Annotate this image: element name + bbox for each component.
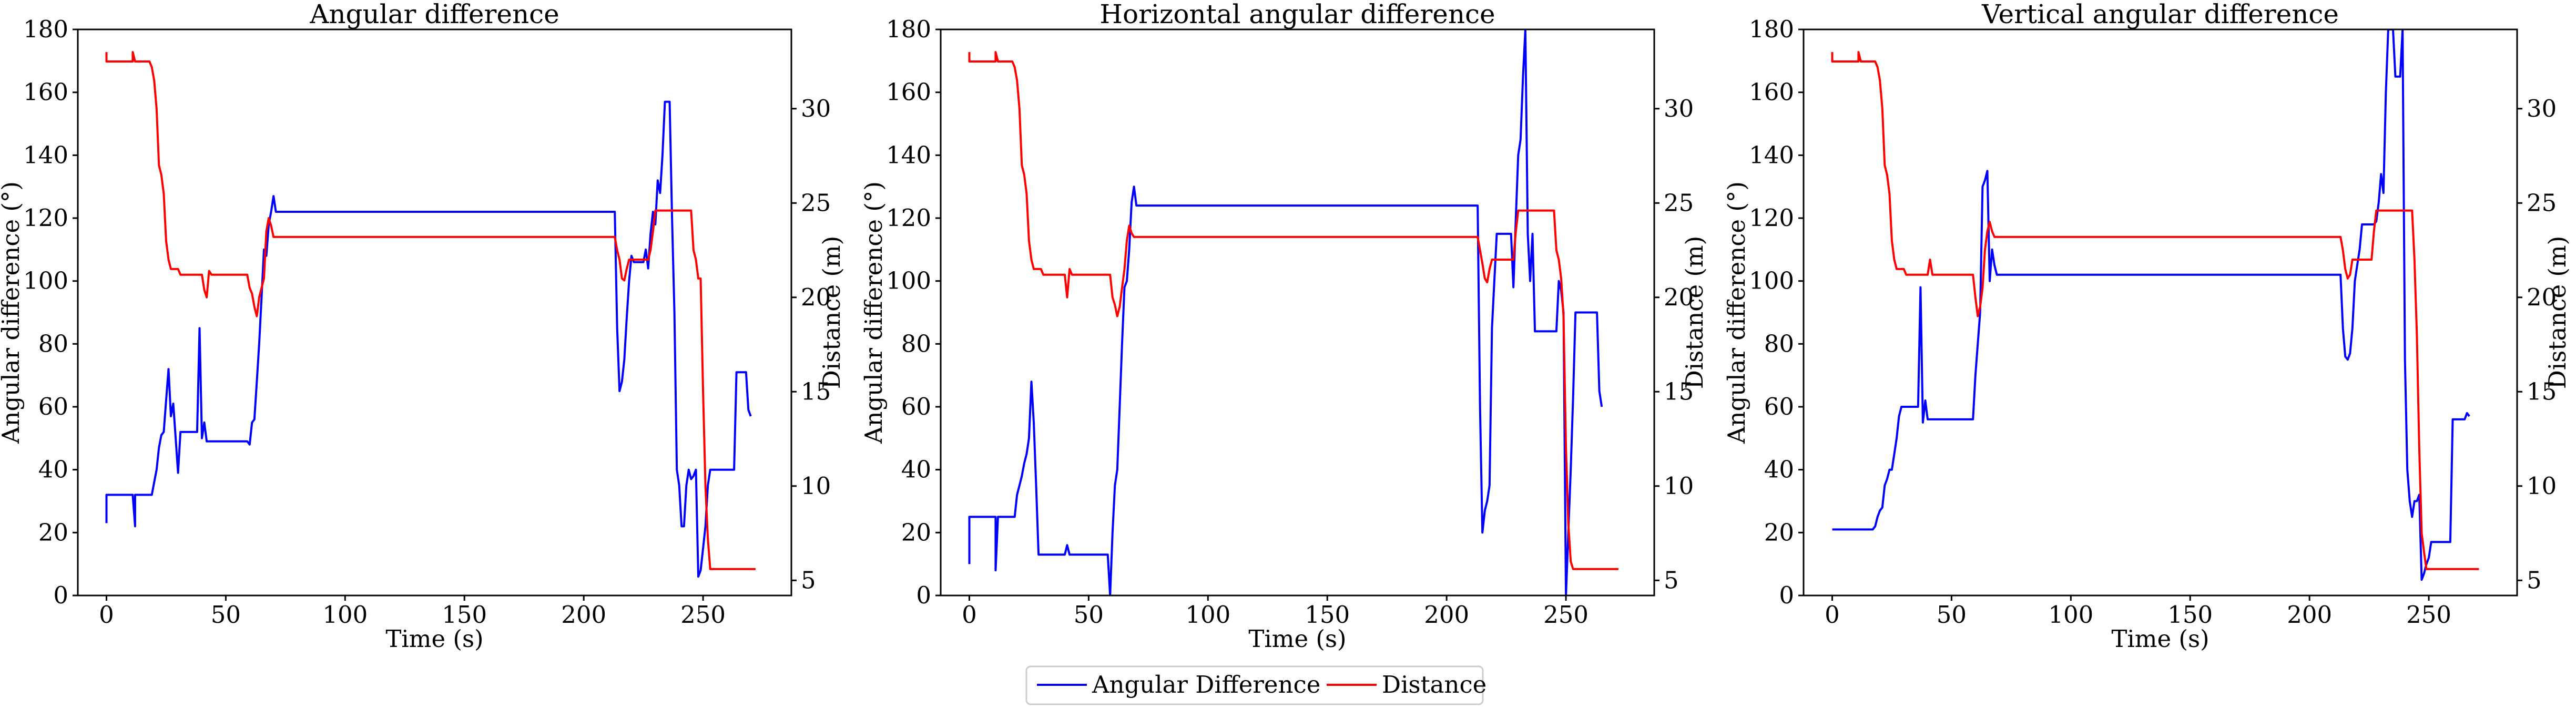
chart-1-x-tick-label: 250 <box>680 601 726 629</box>
chart-3-y-axis-label: Angular difference (°) <box>1723 181 1750 444</box>
chart-1-x-tick-label: 100 <box>322 601 368 629</box>
chart-3-y2-tick-label: 10 <box>2527 472 2557 500</box>
chart-2-x-tick-label: 150 <box>1305 601 1350 629</box>
legend-label-angular-difference: Angular Difference <box>1092 671 1320 698</box>
chart-3-y2-axis-label: Distance (m) <box>2543 236 2571 389</box>
chart-1-y-tick-label: 20 <box>38 518 68 546</box>
chart-1-plot-frame <box>77 28 792 597</box>
chart-3-x-tick-label: 200 <box>2287 601 2332 629</box>
chart-2-y-tick-label: 120 <box>886 204 931 232</box>
chart-1-y2-tick-label: 20 <box>801 283 831 311</box>
chart-2-plot-frame <box>940 28 1655 597</box>
chart-2-y-tick-label: 20 <box>901 518 931 546</box>
chart-3-x-tick-label: 0 <box>1825 601 1840 629</box>
chart-2-x-tick-label: 250 <box>1543 601 1589 629</box>
chart-3-y2-tick-label: 25 <box>2527 189 2557 217</box>
chart-2-x-tick-label: 50 <box>1074 601 1104 629</box>
chart-1-y2-tick-label: 25 <box>801 189 831 217</box>
chart-3-y2-tick-label: 5 <box>2527 566 2542 594</box>
chart-2-y-tick-label: 40 <box>901 456 931 484</box>
chart-2-y2-tick-label: 5 <box>1664 566 1679 594</box>
chart-1-y-tick-label: 100 <box>23 267 68 295</box>
chart-3-series-distance-line <box>1831 51 2479 570</box>
chart-1: Angular difference 0 50 100 150 200 250 0 20 40 60… <box>0 0 846 653</box>
chart-2-y-axis-label: Angular difference (°) <box>860 181 888 444</box>
chart-1-y-tick-label: 80 <box>38 330 68 357</box>
chart-3-y2-tick-label: 20 <box>2527 283 2557 311</box>
chart-2-y-tick-label: 140 <box>886 141 931 169</box>
chart-2-y-tick-label: 180 <box>886 15 931 43</box>
chart-2-x-tick-label: 200 <box>1424 601 1469 629</box>
chart-3-x-axis-label: Time (s) <box>2111 625 2209 653</box>
chart-1-x-tick-label: 0 <box>99 601 114 629</box>
chart-2-series-angular-difference-line <box>968 29 1603 595</box>
chart-1-series-distance-line <box>105 51 756 570</box>
chart-1-y-tick-label: 160 <box>23 78 68 106</box>
chart-3-y-tick-label: 20 <box>1764 518 1794 546</box>
chart-3-x-tick-label: 50 <box>1937 601 1967 629</box>
chart-2-x-tick-label: 100 <box>1185 601 1230 629</box>
chart-1-y-tick-label: 60 <box>38 393 68 420</box>
chart-2-y2-tick-label: 25 <box>1664 189 1694 217</box>
chart-2-y2-tick-label: 30 <box>1664 95 1694 122</box>
chart-1-x-tick-label: 50 <box>211 601 241 629</box>
chart-3-y-tick-label: 100 <box>1749 267 1794 295</box>
chart-3-y-tick-label: 60 <box>1764 393 1794 420</box>
chart-1-y-tick-label: 40 <box>38 456 68 484</box>
chart-3-y2-tick-label: 15 <box>2527 377 2557 405</box>
chart-1-x-axis-label: Time (s) <box>385 625 483 653</box>
chart-3-y-tick-label: 140 <box>1749 141 1794 169</box>
chart-1-y2-axis-label: Distance (m) <box>818 236 846 389</box>
chart-2-y-tick-label: 80 <box>901 330 931 357</box>
chart-3-y-tick-label: 120 <box>1749 204 1794 232</box>
chart-3-y-tick-label: 180 <box>1749 15 1794 43</box>
chart-3-y-tick-label: 0 <box>1779 581 1794 609</box>
chart-2-y2-axis-label: Distance (m) <box>1681 236 1708 389</box>
chart-3-x-tick-label: 100 <box>2048 601 2093 629</box>
chart-2-y-tick-label: 100 <box>886 267 931 295</box>
chart-1-y2-tick-label: 5 <box>801 566 816 594</box>
chart-1-y2-tick-label: 30 <box>801 95 831 122</box>
chart-3-x-tick-label: 250 <box>2406 601 2451 629</box>
legend: Angular Difference Distance <box>1025 665 1486 705</box>
chart-3-y2-tick-label: 30 <box>2527 95 2557 122</box>
chart-1-x-tick-label: 150 <box>442 601 487 629</box>
chart-3-y-tick-label: 40 <box>1764 456 1794 484</box>
chart-2-y2-tick-label: 20 <box>1664 283 1694 311</box>
chart-1-y2-tick-label: 10 <box>801 472 831 500</box>
chart-3-series-angular-difference-line <box>1832 29 2470 581</box>
chart-1-y-tick-label: 0 <box>53 581 68 609</box>
chart-2-y-tick-label: 160 <box>886 78 931 106</box>
chart-3-x-tick-label: 150 <box>2167 601 2213 629</box>
chart-1-title: Angular difference <box>309 0 559 29</box>
chart-2-title: Horizontal angular difference <box>1099 0 1495 29</box>
chart-3-y-tick-label: 160 <box>1749 78 1794 106</box>
chart-1-y2-tick-label: 15 <box>801 377 831 405</box>
chart-2-x-axis-label: Time (s) <box>1248 625 1346 653</box>
chart-2-y-tick-label: 0 <box>916 581 931 609</box>
chart-2-y2-tick-label: 10 <box>1664 472 1694 500</box>
legend-label-distance: Distance <box>1382 671 1486 698</box>
chart-1-x-tick-label: 200 <box>561 601 606 629</box>
chart-1-y-tick-label: 180 <box>23 15 68 43</box>
chart-3-y-tick-label: 80 <box>1764 330 1794 357</box>
chart-1-y-tick-label: 120 <box>23 204 68 232</box>
chart-1-series-angular-difference-line <box>105 100 752 578</box>
chart-1-y-axis-label: Angular difference (°) <box>0 181 25 444</box>
legend-box <box>1025 665 1484 705</box>
chart-3-plot-frame <box>1803 28 2518 597</box>
chart-2-x-tick-label: 0 <box>962 601 977 629</box>
chart-2-series-distance-line <box>968 51 1618 570</box>
chart-1-y-tick-label: 140 <box>23 141 68 169</box>
chart-3-title: Vertical angular difference <box>1981 0 2339 29</box>
chart-2-y2-tick-label: 15 <box>1664 377 1694 405</box>
chart-2-y-tick-label: 60 <box>901 393 931 420</box>
